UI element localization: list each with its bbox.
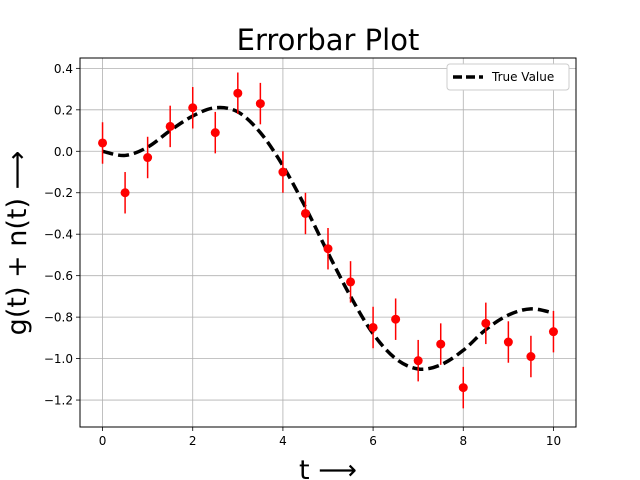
y-tick-label: −1.2 xyxy=(44,394,73,408)
data-point xyxy=(210,128,220,138)
data-point xyxy=(143,153,153,163)
plot-frame xyxy=(79,57,577,428)
x-tick-label: 4 xyxy=(279,434,287,448)
data-point xyxy=(368,322,378,332)
data-point xyxy=(323,244,333,254)
y-tick-label: −1.0 xyxy=(44,352,73,366)
data-point xyxy=(436,339,446,349)
x-tick-label: 0 xyxy=(99,434,107,448)
data-point xyxy=(188,103,198,113)
data-point xyxy=(165,121,175,131)
y-tick-label: −0.8 xyxy=(44,311,73,325)
x-tick-label: 6 xyxy=(369,434,377,448)
data-point xyxy=(98,138,108,148)
data-point xyxy=(300,208,310,218)
axis-ticks: 0 2 4 6 8 10 0.4 0.2 0.0 −0.2 −0.4 −0.6 −0.8 −1.0 −1.2 xyxy=(44,62,561,448)
data-point xyxy=(120,188,130,198)
legend-box xyxy=(446,63,570,91)
x-tick-label: 2 xyxy=(189,434,197,448)
legend-label-true-value: True Value xyxy=(491,70,554,84)
y-tick-label: −0.4 xyxy=(44,228,73,242)
data-point xyxy=(255,99,265,109)
data-point xyxy=(391,314,401,324)
data-point xyxy=(458,383,468,393)
y-tick-label: 0.0 xyxy=(54,145,73,159)
data-point xyxy=(526,352,536,362)
x-axis-label: t ⟶ xyxy=(299,455,357,480)
true-value-layer xyxy=(102,105,554,371)
chart-title: Errorbar Plot xyxy=(237,23,420,57)
x-tick-label: 8 xyxy=(459,434,467,448)
data-point xyxy=(278,167,288,177)
legend: True Value xyxy=(446,63,570,91)
y-tick-label: 0.4 xyxy=(54,62,73,76)
data-point xyxy=(548,327,558,337)
data-point xyxy=(503,337,513,347)
true-value-line xyxy=(102,105,554,371)
y-tick-label: 0.2 xyxy=(54,103,73,117)
y-axis-label: g(t) + n(t) ⟶ xyxy=(2,151,33,336)
data-point xyxy=(346,277,356,287)
y-tick-label: −0.6 xyxy=(44,269,73,283)
x-tick-label: 10 xyxy=(546,434,561,448)
errorbar-layer xyxy=(98,72,558,409)
y-tick-label: −0.2 xyxy=(44,186,73,200)
data-point xyxy=(481,318,491,328)
data-point xyxy=(413,356,423,366)
data-point xyxy=(233,88,243,98)
